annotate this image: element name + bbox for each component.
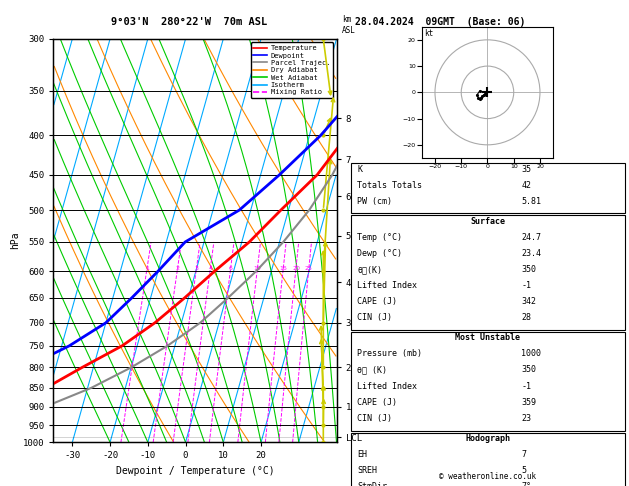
Text: 23: 23 xyxy=(521,414,532,423)
Text: 20: 20 xyxy=(292,266,300,271)
Text: -1: -1 xyxy=(521,382,532,391)
X-axis label: Dewpoint / Temperature (°C): Dewpoint / Temperature (°C) xyxy=(116,466,274,476)
Text: kt: kt xyxy=(425,29,434,38)
Text: Pressure (mb): Pressure (mb) xyxy=(357,349,422,359)
Text: CAPE (J): CAPE (J) xyxy=(357,398,398,407)
Text: 342: 342 xyxy=(521,297,537,306)
Text: CAPE (J): CAPE (J) xyxy=(357,297,398,306)
Text: 25: 25 xyxy=(305,266,313,271)
Text: θᴄ(K): θᴄ(K) xyxy=(357,265,382,274)
Text: km
ASL: km ASL xyxy=(342,16,356,35)
Text: 24.7: 24.7 xyxy=(521,233,542,242)
Text: Temp (°C): Temp (°C) xyxy=(357,233,403,242)
Text: 5: 5 xyxy=(521,466,526,475)
Text: © weatheronline.co.uk: © weatheronline.co.uk xyxy=(439,472,537,481)
Text: 6: 6 xyxy=(229,266,233,271)
Text: SREH: SREH xyxy=(357,466,377,475)
Text: 5.81: 5.81 xyxy=(521,197,542,207)
Text: Most Unstable: Most Unstable xyxy=(455,333,520,343)
Text: θᴄ (K): θᴄ (K) xyxy=(357,365,387,375)
Text: 42: 42 xyxy=(521,181,532,191)
Text: StmDir: StmDir xyxy=(357,482,387,486)
Text: 28: 28 xyxy=(521,313,532,322)
Legend: Temperature, Dewpoint, Parcel Trajec., Dry Adiabat, Wet Adiabat, Isotherm, Mixin: Temperature, Dewpoint, Parcel Trajec., D… xyxy=(250,42,333,98)
Text: -1: -1 xyxy=(521,281,532,290)
Text: 3: 3 xyxy=(194,266,198,271)
Text: 28.04.2024  09GMT  (Base: 06): 28.04.2024 09GMT (Base: 06) xyxy=(355,17,526,27)
Text: 35: 35 xyxy=(521,165,532,174)
Text: 1000: 1000 xyxy=(521,349,542,359)
Text: Hodograph: Hodograph xyxy=(465,434,510,443)
Text: 359: 359 xyxy=(521,398,537,407)
Text: 350: 350 xyxy=(521,265,537,274)
Text: 7: 7 xyxy=(521,450,526,459)
Text: 2: 2 xyxy=(175,266,179,271)
Text: CIN (J): CIN (J) xyxy=(357,313,392,322)
Text: 16: 16 xyxy=(279,266,287,271)
Text: Surface: Surface xyxy=(470,217,505,226)
Text: 350: 350 xyxy=(521,365,537,375)
Y-axis label: hPa: hPa xyxy=(10,232,20,249)
Text: 9°03'N  280°22'W  70m ASL: 9°03'N 280°22'W 70m ASL xyxy=(111,17,267,27)
Text: Totals Totals: Totals Totals xyxy=(357,181,422,191)
Text: 10: 10 xyxy=(253,266,261,271)
Text: Lifted Index: Lifted Index xyxy=(357,281,417,290)
Text: 7°: 7° xyxy=(521,482,532,486)
Text: Dewp (°C): Dewp (°C) xyxy=(357,249,403,258)
Text: 23.4: 23.4 xyxy=(521,249,542,258)
Text: Lifted Index: Lifted Index xyxy=(357,382,417,391)
Text: EH: EH xyxy=(357,450,367,459)
Text: 1: 1 xyxy=(145,266,149,271)
Text: CIN (J): CIN (J) xyxy=(357,414,392,423)
Text: PW (cm): PW (cm) xyxy=(357,197,392,207)
Text: K: K xyxy=(357,165,362,174)
Text: 4: 4 xyxy=(208,266,213,271)
